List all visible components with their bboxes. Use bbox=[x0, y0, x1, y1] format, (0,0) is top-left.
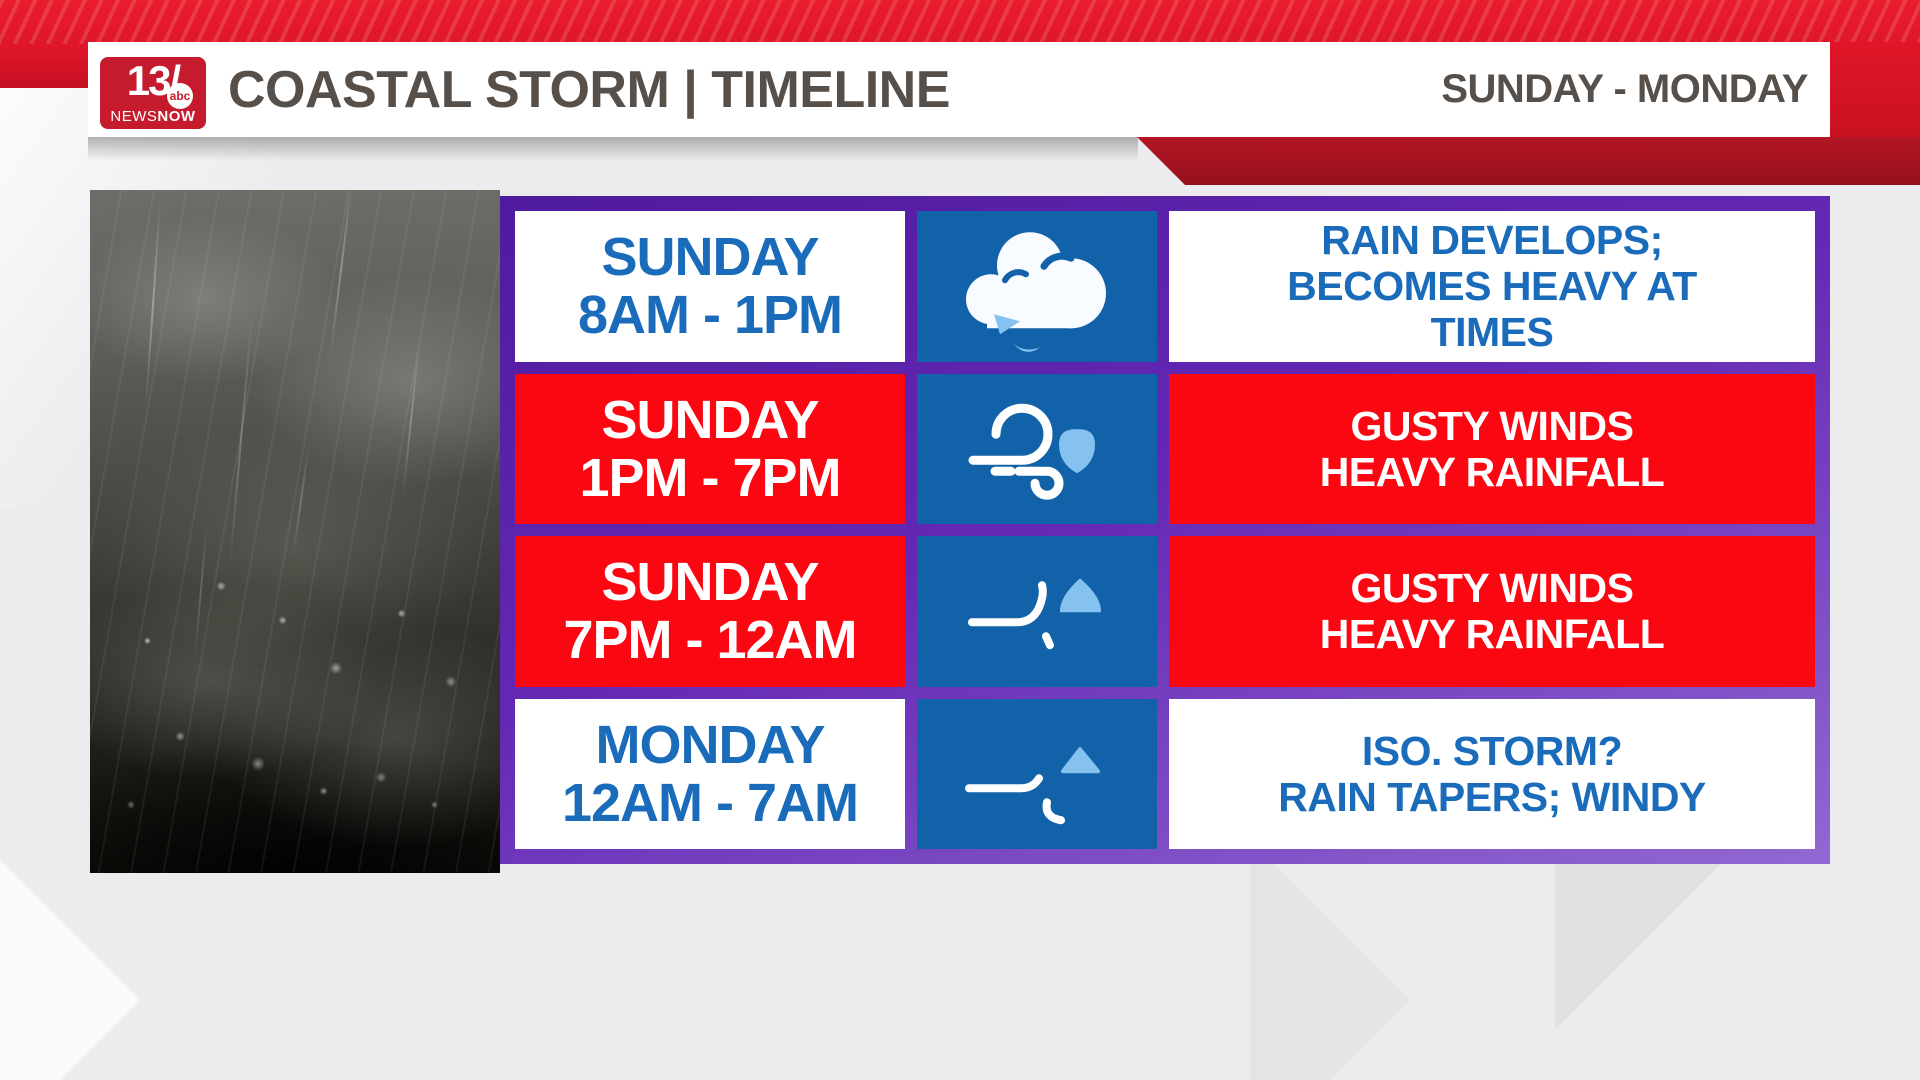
gusty-wind-rain-svg bbox=[968, 403, 1095, 500]
desc-line: RAIN DEVELOPS; bbox=[1321, 217, 1663, 264]
day-label: MONDAY bbox=[595, 714, 825, 775]
desc-cell-row3: GUSTY WINDS HEAVY RAINFALL bbox=[1169, 536, 1815, 687]
page-title: COASTAL STORM | TIMELINE bbox=[228, 60, 950, 119]
time-cell-row4: MONDAY 12AM - 7AM bbox=[515, 698, 905, 849]
header-bar: 13/ abc NEWSNOW COASTAL STORM | TIMELINE… bbox=[88, 42, 1830, 137]
rain-video-still bbox=[90, 190, 500, 873]
rain-cloud-icon bbox=[917, 211, 1157, 362]
desc-line: GUSTY WINDS bbox=[1350, 565, 1634, 612]
timeline-table: SUNDAY 8AM - 1PM RAIN DEVELOPS; BECOMES … bbox=[500, 196, 1830, 864]
wind-tapering-rain-svg bbox=[965, 746, 1100, 824]
day-label: SUNDAY bbox=[601, 389, 819, 450]
wind-rain-svg bbox=[968, 578, 1102, 650]
dark-red-sub-band bbox=[1137, 137, 1920, 185]
day-label: SUNDAY bbox=[601, 552, 819, 613]
desc-line: HEAVY RAINFALL bbox=[1319, 611, 1665, 658]
time-label: 8AM - 1PM bbox=[577, 285, 843, 346]
abc-network-icon: abc bbox=[167, 83, 193, 109]
time-label: 12AM - 7AM bbox=[561, 772, 859, 833]
time-cell-row3: SUNDAY 7PM - 12AM bbox=[515, 536, 905, 687]
rain-cloud-svg bbox=[966, 232, 1106, 352]
desc-line: RAIN TAPERS; WINDY bbox=[1278, 773, 1706, 820]
station-logo-wordmark: NEWSNOW bbox=[110, 108, 196, 125]
desc-cell-row4: ISO. STORM? RAIN TAPERS; WINDY bbox=[1169, 698, 1815, 849]
desc-line: BECOMES HEAVY AT bbox=[1287, 263, 1697, 310]
wind-tapering-rain-icon bbox=[917, 698, 1157, 849]
station-logo-number: 13/ bbox=[126, 57, 182, 104]
rain-streak-overlay bbox=[90, 190, 500, 873]
rain-splash-speckles bbox=[90, 190, 500, 873]
desc-line: ISO. STORM? bbox=[1361, 727, 1623, 774]
desc-cell-row1: RAIN DEVELOPS; BECOMES HEAVY AT TIMES bbox=[1169, 211, 1815, 362]
red-band-right-extension bbox=[1830, 42, 1920, 137]
background-chevron-bottom bbox=[1250, 840, 1410, 1080]
date-range-label: SUNDAY - MONDAY bbox=[1441, 67, 1808, 111]
header-drop-shadow bbox=[88, 137, 1138, 161]
wind-rain-icon bbox=[917, 536, 1157, 687]
station-logo: 13/ abc NEWSNOW bbox=[100, 57, 206, 129]
desc-line: HEAVY RAINFALL bbox=[1319, 448, 1665, 495]
day-label: SUNDAY bbox=[601, 227, 819, 288]
gusty-wind-rain-icon bbox=[917, 373, 1157, 524]
desc-line: TIMES bbox=[1430, 309, 1554, 356]
desc-cell-row2: GUSTY WINDS HEAVY RAINFALL bbox=[1169, 373, 1815, 524]
desc-line: GUSTY WINDS bbox=[1350, 402, 1634, 449]
time-cell-row1: SUNDAY 8AM - 1PM bbox=[515, 211, 905, 362]
time-cell-row2: SUNDAY 1PM - 7PM bbox=[515, 373, 905, 524]
time-label: 1PM - 7PM bbox=[579, 447, 841, 508]
time-label: 7PM - 12AM bbox=[563, 610, 857, 671]
logo-slash: / bbox=[169, 57, 182, 104]
diagonal-hatch-pattern bbox=[0, 0, 1920, 44]
